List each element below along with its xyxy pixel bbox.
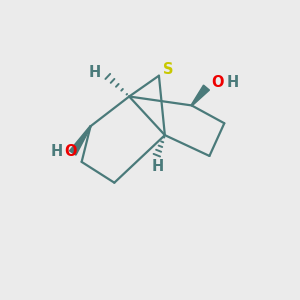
Text: S: S (163, 62, 173, 77)
Text: H: H (226, 75, 239, 90)
Text: H: H (89, 64, 101, 80)
Polygon shape (70, 126, 91, 155)
Text: H: H (50, 144, 62, 159)
Text: H: H (152, 159, 164, 174)
Polygon shape (191, 85, 209, 106)
Text: O: O (212, 75, 224, 90)
Text: O: O (64, 144, 77, 159)
